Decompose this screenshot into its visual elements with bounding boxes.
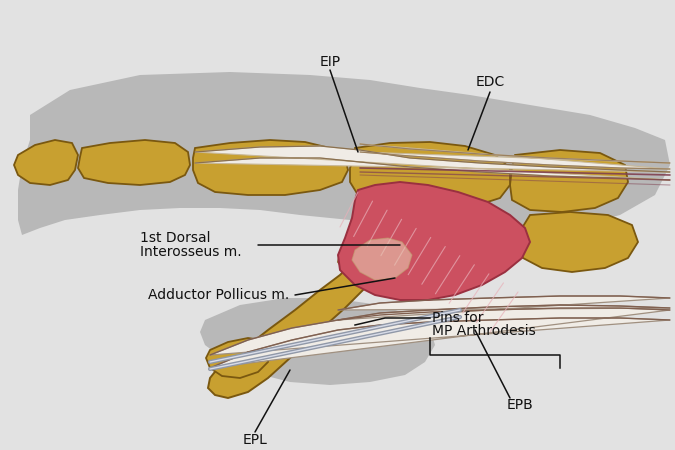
- Polygon shape: [193, 140, 348, 195]
- Text: EPL: EPL: [242, 433, 267, 447]
- Text: EIP: EIP: [319, 55, 341, 69]
- Text: EDC: EDC: [475, 75, 505, 89]
- Polygon shape: [206, 338, 270, 378]
- Polygon shape: [350, 142, 510, 210]
- Polygon shape: [208, 250, 385, 398]
- Polygon shape: [338, 296, 670, 320]
- Text: 1st Dorsal: 1st Dorsal: [140, 231, 211, 245]
- Polygon shape: [195, 146, 670, 180]
- Polygon shape: [14, 140, 78, 185]
- Polygon shape: [518, 212, 638, 272]
- Text: Adductor Pollicus m.: Adductor Pollicus m.: [148, 288, 290, 302]
- Text: Interosseus m.: Interosseus m.: [140, 245, 242, 259]
- Polygon shape: [338, 182, 530, 300]
- Text: Pins for: Pins for: [432, 311, 483, 325]
- Text: EPB: EPB: [507, 398, 533, 412]
- Polygon shape: [210, 308, 670, 368]
- Text: MP Arthrodesis: MP Arthrodesis: [432, 324, 536, 338]
- Polygon shape: [360, 144, 670, 169]
- Polygon shape: [338, 240, 388, 278]
- Polygon shape: [510, 150, 628, 212]
- Polygon shape: [18, 72, 670, 235]
- Polygon shape: [352, 238, 412, 280]
- Polygon shape: [78, 140, 190, 185]
- Polygon shape: [200, 298, 435, 385]
